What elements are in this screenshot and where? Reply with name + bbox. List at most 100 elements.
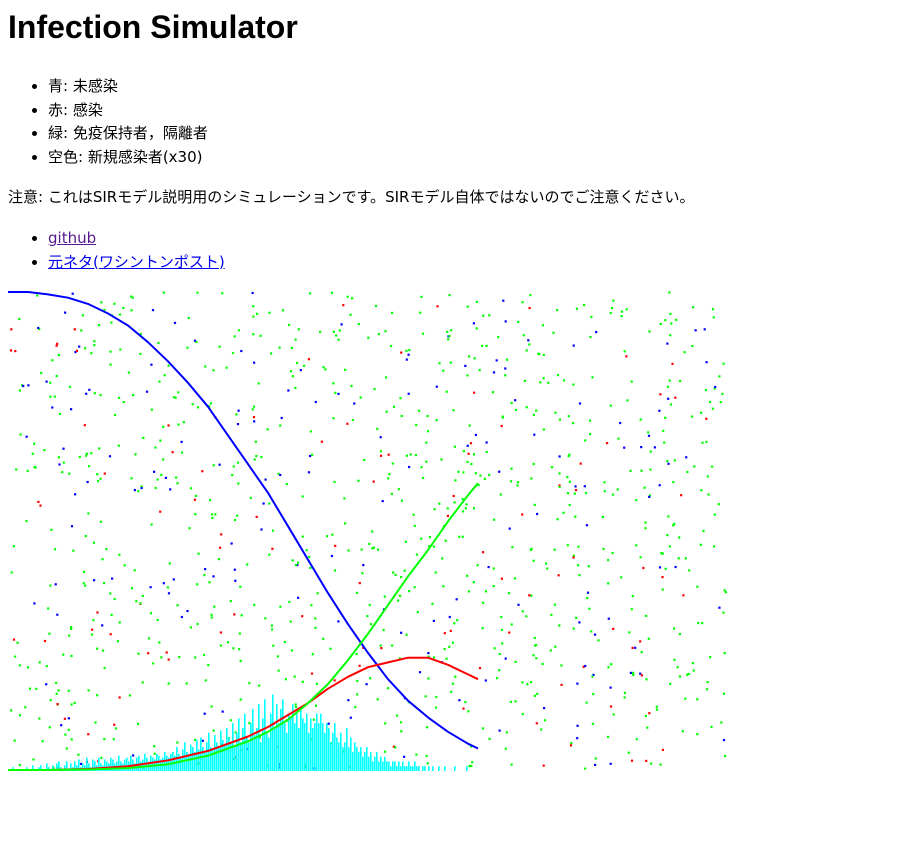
- person-dot-recovered: [481, 727, 485, 730]
- new-infection-bar: [298, 728, 300, 771]
- person-dot-recovered: [371, 547, 374, 550]
- person-dot-recovered: [260, 456, 263, 459]
- person-dot-infected: [648, 712, 651, 715]
- github-link[interactable]: github: [48, 229, 97, 247]
- new-infection-bar: [88, 763, 90, 771]
- new-infection-bar: [212, 749, 214, 771]
- person-dot-infected: [610, 705, 613, 708]
- person-dot-recovered: [210, 705, 213, 708]
- person-dot-recovered: [45, 665, 48, 668]
- person-dot-recovered: [92, 619, 95, 622]
- new-infection-bar: [364, 751, 366, 771]
- person-dot-uninfected: [418, 671, 422, 674]
- person-dot-recovered: [357, 323, 360, 326]
- person-dot-recovered: [218, 345, 221, 348]
- new-infection-bar: [248, 742, 250, 771]
- legend-item-new-infections: 空色: 新規感染者(x30): [48, 146, 208, 170]
- person-dot-recovered: [131, 296, 134, 299]
- person-dot-recovered: [530, 594, 533, 597]
- person-dot-uninfected: [153, 470, 156, 473]
- person-dot-recovered: [229, 719, 232, 722]
- person-dot-recovered: [438, 362, 441, 365]
- person-dot-recovered: [92, 541, 95, 544]
- person-dot-recovered: [442, 585, 445, 588]
- new-infection-bar: [370, 751, 372, 771]
- person-dot-infected: [446, 514, 449, 517]
- person-dot-recovered: [659, 322, 662, 325]
- person-dot-recovered: [400, 576, 403, 579]
- person-dot-recovered: [713, 513, 716, 516]
- person-dot-infected: [346, 422, 349, 425]
- person-dot-recovered: [553, 603, 557, 606]
- person-dot-infected: [387, 453, 390, 456]
- person-dot-recovered: [141, 681, 144, 684]
- person-dot-recovered: [93, 340, 96, 343]
- person-dot-recovered: [717, 503, 720, 506]
- person-dot-recovered: [196, 583, 199, 586]
- person-dot-recovered: [631, 595, 634, 598]
- person-dot-recovered: [413, 524, 416, 527]
- legend-list: 青: 未感染 赤: 感染 緑: 免疫保持者，隔離者 空色: 新規感染者(x30): [8, 75, 208, 169]
- person-dot-uninfected: [492, 371, 496, 374]
- person-dot-recovered: [709, 656, 712, 659]
- person-dot-recovered: [426, 762, 429, 765]
- person-dot-recovered: [289, 620, 292, 623]
- person-dot-recovered: [182, 421, 185, 424]
- person-dot-recovered: [492, 567, 495, 570]
- person-dot-recovered: [415, 553, 418, 556]
- person-dot-recovered: [281, 309, 285, 312]
- person-dot-recovered: [691, 662, 694, 665]
- person-dot-uninfected: [405, 358, 408, 361]
- person-dot-uninfected: [297, 596, 300, 599]
- person-dot-recovered: [474, 472, 477, 475]
- person-dot-infected: [39, 504, 42, 507]
- person-dot-recovered: [394, 746, 397, 749]
- person-dot-recovered: [109, 592, 112, 595]
- person-dot-recovered: [558, 418, 561, 421]
- person-dot-recovered: [294, 564, 298, 567]
- new-infection-bar: [316, 713, 318, 771]
- person-dot-infected: [661, 576, 664, 579]
- person-dot-infected: [659, 393, 662, 396]
- person-dot-recovered: [119, 348, 122, 351]
- person-dot-recovered: [647, 637, 650, 640]
- person-dot-recovered: [577, 564, 580, 567]
- person-dot-recovered: [425, 460, 428, 463]
- person-dot-recovered: [688, 569, 691, 572]
- new-infection-bar: [204, 751, 206, 771]
- person-dot-uninfected: [586, 591, 590, 594]
- person-dot-recovered: [149, 612, 153, 615]
- new-infection-bar: [152, 757, 154, 771]
- person-dot-recovered: [109, 363, 112, 366]
- person-dot-infected: [482, 551, 485, 554]
- person-dot-infected: [542, 764, 545, 767]
- person-dot-recovered: [204, 679, 207, 682]
- person-dot-recovered: [514, 408, 518, 411]
- new-infection-bar: [320, 713, 322, 771]
- new-infection-bar: [130, 755, 132, 771]
- person-dot-uninfected: [54, 583, 57, 586]
- person-dot-recovered: [510, 467, 513, 470]
- new-infection-bar: [392, 761, 394, 771]
- new-infection-bar: [74, 761, 76, 771]
- person-dot-recovered: [252, 333, 255, 336]
- person-dot-recovered: [232, 465, 235, 468]
- new-infection-bar: [208, 732, 210, 771]
- person-dot-recovered: [210, 613, 213, 616]
- person-dot-recovered: [705, 688, 709, 691]
- person-dot-uninfected: [173, 321, 177, 324]
- person-dot-recovered: [361, 572, 364, 575]
- person-dot-recovered: [541, 662, 544, 666]
- person-dot-recovered: [517, 320, 520, 323]
- population-dots: [9, 291, 727, 770]
- person-dot-recovered: [545, 562, 548, 565]
- person-dot-recovered: [704, 389, 708, 392]
- person-dot-infected: [333, 679, 336, 682]
- person-dot-uninfected: [658, 409, 661, 412]
- person-dot-recovered: [591, 675, 594, 678]
- person-dot-uninfected: [448, 615, 451, 619]
- person-dot-recovered: [405, 349, 408, 352]
- source-article-link[interactable]: 元ネタ(ワシントンポスト): [48, 252, 225, 271]
- person-dot-recovered: [509, 700, 512, 703]
